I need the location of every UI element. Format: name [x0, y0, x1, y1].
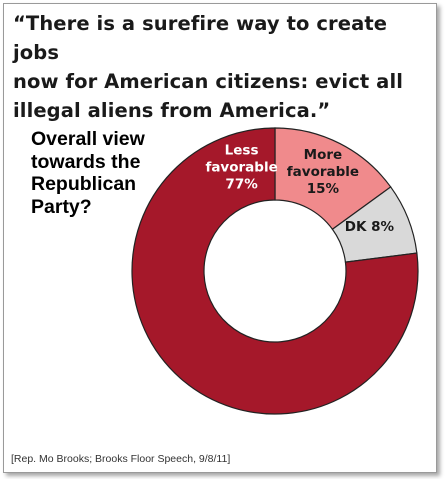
chart-title-line: Party? [31, 195, 92, 218]
slice-label-line: Less [225, 142, 259, 158]
slice-less-favorable [131, 127, 419, 415]
quote-line: illegal aliens from America.” [13, 99, 331, 122]
quote-line: now for American citizens: evict all [13, 70, 404, 93]
quote-line: “There is a surefire way to create jobs [13, 12, 388, 64]
slice-label-line: DK 8% [345, 219, 395, 235]
slice-label-less-favorable: Less favorable 77% [205, 142, 277, 192]
chart-title-line: Overall view [31, 128, 145, 150]
slice-label-line: More [304, 147, 343, 163]
slice-label-more-favorable: More favorable 15% [287, 147, 359, 197]
slice-label-dk: DK 8% [345, 219, 395, 235]
slice-label-line: favorable [205, 159, 277, 175]
slice-labels: More favorable 15%DK 8%Less favorable 77% [205, 142, 394, 235]
donut-slices [131, 127, 419, 415]
source-citation: [Rep. Mo Brooks; Brooks Floor Speech, 9/… [11, 453, 231, 465]
chart-title-line: towards the [31, 150, 141, 173]
quote-text: “There is a surefire way to create jobs … [13, 9, 423, 125]
chart-title-line: Republican [31, 173, 137, 195]
slice-label-line: 15% [307, 181, 340, 197]
slice-label-line: 77% [225, 176, 258, 192]
slice-label-line: favorable [287, 164, 359, 180]
chart-title: Overall view towards the Republican Part… [31, 128, 171, 218]
